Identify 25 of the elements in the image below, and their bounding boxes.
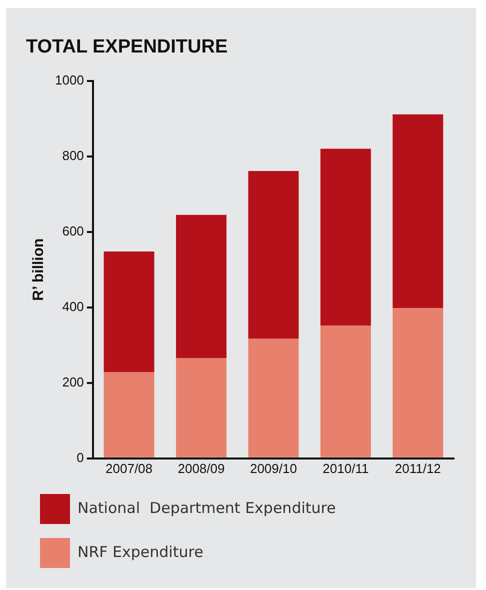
- bar: [104, 251, 154, 372]
- y-axis-title: R’ billion: [30, 238, 48, 301]
- y-tick-label: 0: [76, 450, 84, 465]
- x-tick-label: 2007/08: [106, 460, 153, 476]
- bar: [248, 338, 299, 458]
- bar: [176, 214, 226, 358]
- x-tick-label: 2008/09: [178, 460, 225, 476]
- legend-label: National Department Expenditure: [78, 498, 336, 517]
- bar: [392, 308, 444, 458]
- y-tick-label: 600: [62, 223, 84, 238]
- y-tick-label: 200: [62, 374, 84, 390]
- bar: [320, 325, 371, 458]
- y-tick-label: 800: [62, 148, 84, 163]
- x-tick-label: 2009/10: [250, 460, 297, 476]
- bar: [392, 114, 444, 308]
- y-tick-label: 1000: [55, 72, 84, 88]
- bar: [248, 171, 299, 339]
- chart-title: TOTAL EXPENDITURE: [26, 36, 228, 58]
- bar: [104, 372, 154, 458]
- legend-label: NRF Expenditure: [78, 542, 204, 561]
- x-tick-label: 2011/12: [394, 460, 441, 476]
- bar: [320, 148, 371, 326]
- x-tick-label: 2010/11: [322, 460, 369, 476]
- y-tick-label: 400: [62, 298, 84, 314]
- bar: [176, 358, 226, 458]
